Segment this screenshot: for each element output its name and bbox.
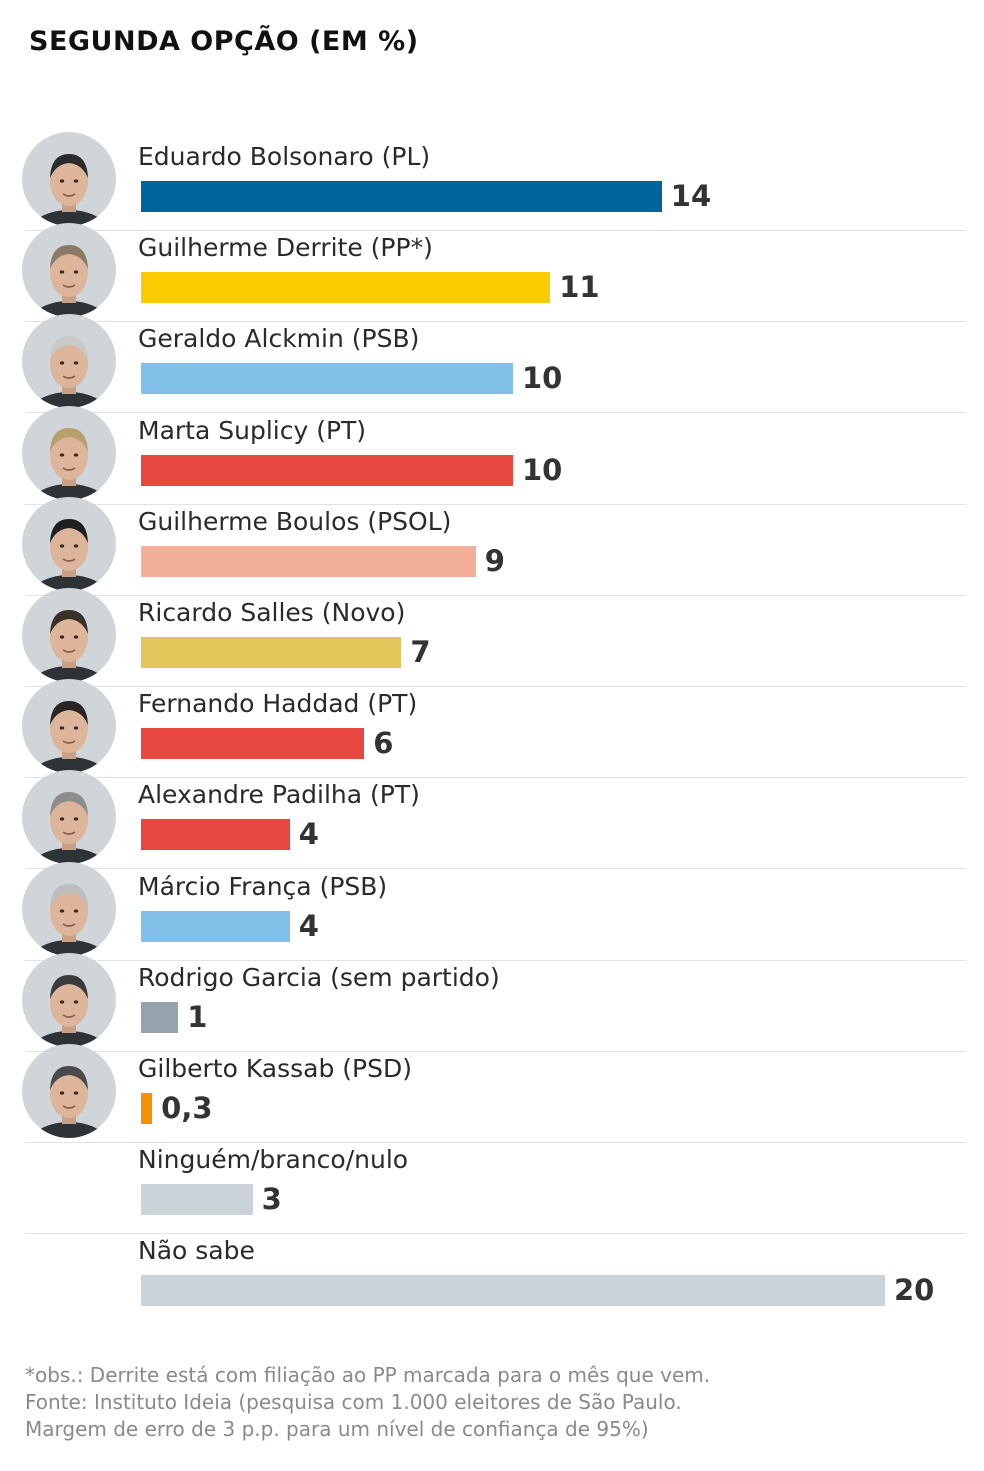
bar xyxy=(141,272,551,304)
bar xyxy=(141,363,513,395)
data-label: 4 xyxy=(298,817,319,852)
bar xyxy=(141,1275,885,1307)
category-label: Ninguém/branco/nulo xyxy=(138,1145,409,1175)
candidate-photo xyxy=(22,770,116,865)
data-label: 3 xyxy=(261,1182,282,1217)
row-divider xyxy=(25,868,966,870)
row-divider xyxy=(25,1142,966,1143)
data-label: 10 xyxy=(522,361,563,396)
category-label: Não sabe xyxy=(138,1236,255,1266)
data-label: 1 xyxy=(187,999,208,1034)
candidate-photo xyxy=(22,314,116,409)
bar xyxy=(141,1184,253,1216)
candidate-photo xyxy=(22,223,116,318)
candidate-photo xyxy=(22,1044,116,1138)
data-label: 14 xyxy=(670,179,712,213)
row-divider xyxy=(25,686,966,687)
chart-title: SEGUNDA OPÇÃO (EM %) xyxy=(29,26,419,57)
category-label: Fernando Haddad (PT) xyxy=(138,689,418,719)
category-label: Guilherme Derrite (PP*) xyxy=(138,233,433,263)
data-label: 10 xyxy=(522,452,563,487)
row-divider xyxy=(25,321,966,323)
candidate-photo xyxy=(22,679,116,774)
footnote-margin: Margem de erro de 3 p.p. para um nível d… xyxy=(25,1417,649,1441)
category-label: Márcio França (PSB) xyxy=(138,871,388,901)
category-label: Ricardo Salles (Novo) xyxy=(138,598,406,627)
bar xyxy=(141,1093,153,1124)
data-label: 11 xyxy=(559,270,600,305)
bar xyxy=(141,819,290,851)
bar xyxy=(141,637,402,668)
candidate-photo xyxy=(22,588,116,682)
data-label: 9 xyxy=(484,543,505,578)
row-divider xyxy=(25,777,966,779)
row-divider xyxy=(25,959,966,961)
row-divider xyxy=(25,412,966,414)
row-divider xyxy=(25,594,966,596)
data-label: 7 xyxy=(410,635,431,669)
row-divider xyxy=(25,230,966,231)
data-label: 0,3 xyxy=(161,1091,213,1125)
row-divider xyxy=(25,503,966,505)
candidate-photo xyxy=(22,132,116,226)
candidate-photo xyxy=(22,405,116,500)
footnotes: *obs.: Derrite está com filiação ao PP m… xyxy=(25,1362,710,1443)
category-label: Geraldo Alckmin (PSB) xyxy=(138,324,420,354)
row-divider xyxy=(25,1050,966,1052)
candidate-photo xyxy=(22,861,116,956)
category-label: Guilherme Boulos (PSOL) xyxy=(138,506,452,536)
category-label: Eduardo Bolsonaro (PL) xyxy=(138,142,431,171)
bar xyxy=(141,910,290,942)
data-label: 4 xyxy=(298,908,319,943)
footnote-source: Fonte: Instituto Ideia (pesquisa com 1.0… xyxy=(25,1390,682,1414)
data-label: 6 xyxy=(373,726,394,761)
category-label: Gilberto Kassab (PSD) xyxy=(138,1054,412,1083)
bar xyxy=(141,728,365,760)
data-label: 20 xyxy=(894,1273,935,1308)
bar xyxy=(141,1001,179,1033)
bar xyxy=(141,545,476,577)
bar xyxy=(141,454,513,486)
category-label: Marta Suplicy (PT) xyxy=(138,415,367,445)
row-divider xyxy=(25,1233,966,1235)
category-label: Alexandre Padilha (PT) xyxy=(138,780,420,810)
candidate-photo xyxy=(22,496,116,591)
category-label: Rodrigo Garcia (sem partido) xyxy=(138,962,500,992)
bar xyxy=(141,181,662,212)
footnote-obs: *obs.: Derrite está com filiação ao PP m… xyxy=(25,1363,711,1387)
candidate-photo xyxy=(22,952,116,1047)
